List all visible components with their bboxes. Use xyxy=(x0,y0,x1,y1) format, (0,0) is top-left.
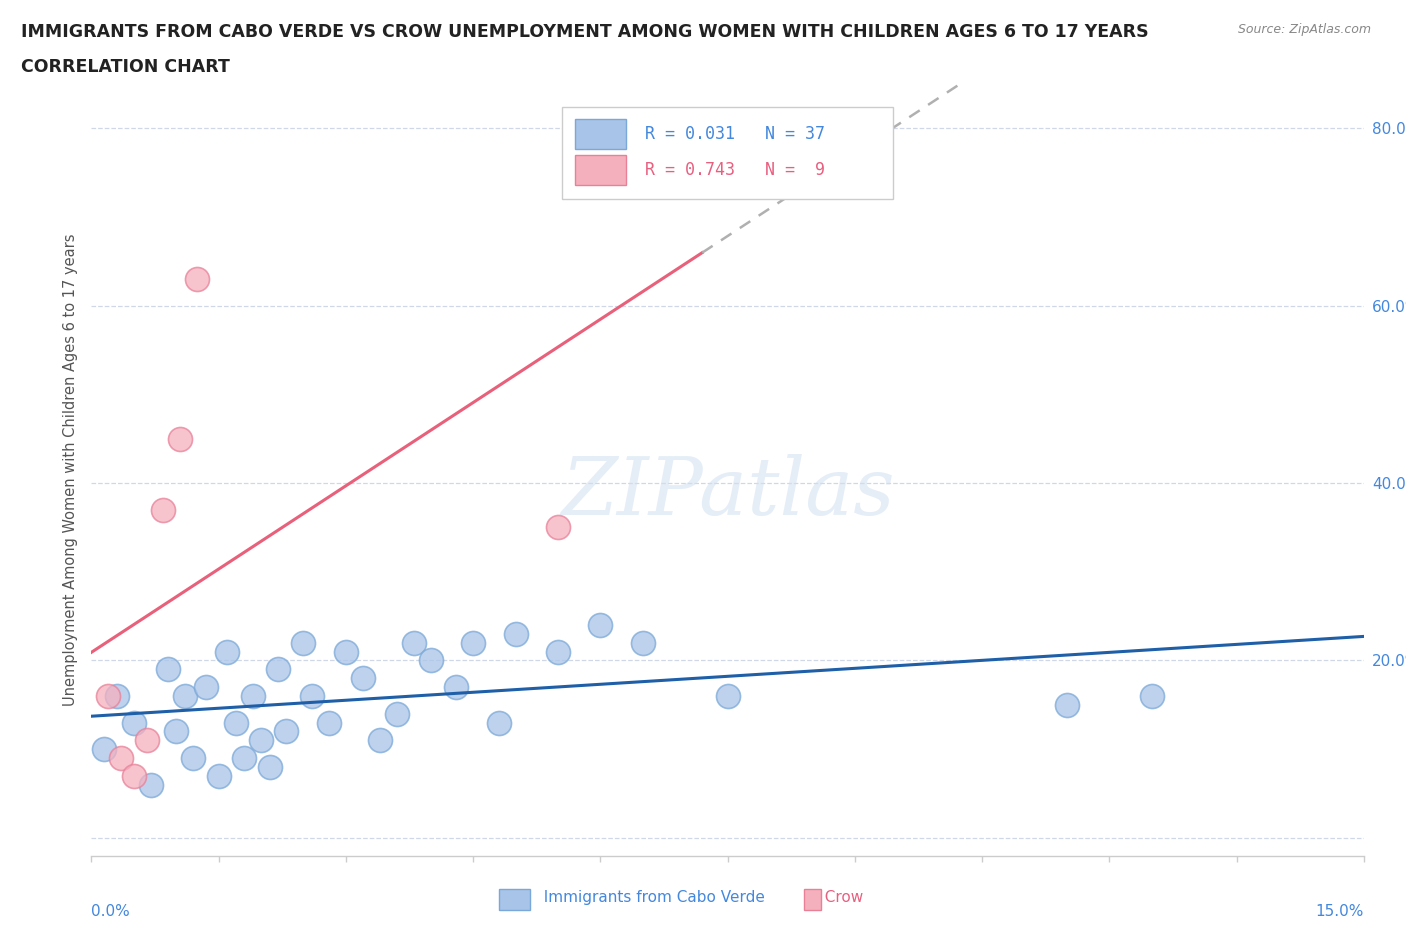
Point xyxy=(631,635,654,650)
Point xyxy=(1056,698,1078,712)
Point xyxy=(208,768,231,783)
Point xyxy=(152,502,174,517)
Point xyxy=(169,432,191,446)
Point xyxy=(301,688,323,703)
Text: R = 0.031   N = 37: R = 0.031 N = 37 xyxy=(645,125,825,143)
Point xyxy=(461,635,484,650)
Point xyxy=(250,733,273,748)
Point xyxy=(156,662,179,677)
Point xyxy=(385,706,408,721)
Point xyxy=(368,733,391,748)
Text: ZIPatlas: ZIPatlas xyxy=(561,454,894,532)
Point xyxy=(589,618,612,632)
Point xyxy=(402,635,425,650)
Point xyxy=(267,662,290,677)
Point xyxy=(352,671,374,685)
Text: R = 0.743   N =  9: R = 0.743 N = 9 xyxy=(645,161,825,179)
Point xyxy=(444,680,467,695)
Text: 15.0%: 15.0% xyxy=(1316,904,1364,920)
FancyBboxPatch shape xyxy=(575,119,626,149)
Point xyxy=(194,680,217,695)
Point xyxy=(165,724,187,738)
Text: CORRELATION CHART: CORRELATION CHART xyxy=(21,58,231,75)
Point xyxy=(139,777,162,792)
Point xyxy=(217,644,239,659)
Text: Source: ZipAtlas.com: Source: ZipAtlas.com xyxy=(1237,23,1371,36)
FancyBboxPatch shape xyxy=(575,155,626,185)
Text: Immigrants from Cabo Verde: Immigrants from Cabo Verde xyxy=(534,890,765,905)
Text: IMMIGRANTS FROM CABO VERDE VS CROW UNEMPLOYMENT AMONG WOMEN WITH CHILDREN AGES 6: IMMIGRANTS FROM CABO VERDE VS CROW UNEMP… xyxy=(21,23,1149,41)
Point xyxy=(690,165,713,179)
Point xyxy=(242,688,264,703)
Point xyxy=(97,688,120,703)
Point xyxy=(105,688,128,703)
Text: Crow: Crow xyxy=(815,890,863,905)
Point xyxy=(276,724,298,738)
Point xyxy=(135,733,157,748)
Point xyxy=(93,742,115,757)
Point xyxy=(122,715,145,730)
Point xyxy=(716,688,740,703)
Point xyxy=(292,635,315,650)
Point xyxy=(1140,688,1163,703)
Point xyxy=(122,768,145,783)
Point xyxy=(505,626,527,641)
Point xyxy=(419,653,441,668)
Point xyxy=(547,520,569,535)
FancyBboxPatch shape xyxy=(562,107,893,200)
Y-axis label: Unemployment Among Women with Children Ages 6 to 17 years: Unemployment Among Women with Children A… xyxy=(62,233,77,706)
Point xyxy=(335,644,357,659)
Point xyxy=(110,751,132,765)
Point xyxy=(259,760,281,775)
Text: 0.0%: 0.0% xyxy=(91,904,131,920)
Point xyxy=(488,715,510,730)
Point xyxy=(186,272,208,286)
Point xyxy=(225,715,247,730)
Point xyxy=(318,715,340,730)
Point xyxy=(173,688,195,703)
Point xyxy=(547,644,569,659)
Point xyxy=(181,751,204,765)
Point xyxy=(233,751,256,765)
